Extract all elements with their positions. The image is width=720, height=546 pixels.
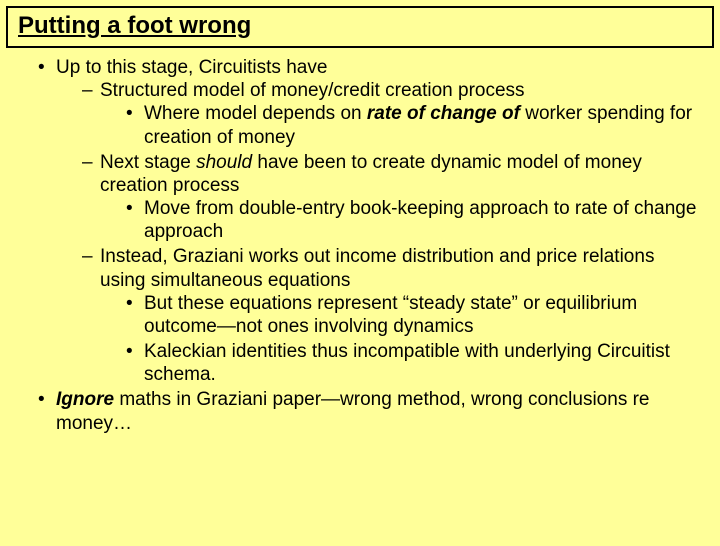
emphasis-rate-of-change: rate of change of [367,103,520,124]
bullet-1-2-1: Move from double-entry book-keeping appr… [126,197,702,243]
bullet-1-3-2: Kaleckian identities thus incompatible w… [126,340,702,386]
bullet-1-3-1-text: But these equations represent “steady st… [144,293,637,337]
emphasis-should: should [196,152,252,173]
bullet-1-2: Next stage should have been to create dy… [82,151,702,244]
slide-content: Up to this stage, Circuitists have Struc… [0,56,720,435]
bullet-1-3-2-text: Kaleckian identities thus incompatible w… [144,341,670,385]
bullet-1-1: Structured model of money/credit creatio… [82,79,702,149]
bullet-1-3-1: But these equations represent “steady st… [126,292,702,338]
bullet-1-3: Instead, Graziani works out income distr… [82,245,702,386]
bullet-1-text: Up to this stage, Circuitists have [56,57,327,78]
bullet-2: Ignore maths in Graziani paper—wrong met… [38,388,702,434]
bullet-1-1-1: Where model depends on rate of change of… [126,102,702,148]
text-part: Next stage [100,152,196,173]
text-part: maths in Graziani paper—wrong method, wr… [56,389,650,433]
text-part: Where model depends on [144,103,367,124]
emphasis-ignore: Ignore [56,389,114,410]
bullet-1-3-text: Instead, Graziani works out income distr… [100,246,654,290]
slide-title: Putting a foot wrong [18,12,702,40]
bullet-1-1-text: Structured model of money/credit creatio… [100,80,525,101]
title-box: Putting a foot wrong [6,6,714,48]
bullet-1: Up to this stage, Circuitists have Struc… [38,56,702,386]
bullet-1-2-1-text: Move from double-entry book-keeping appr… [144,198,696,242]
